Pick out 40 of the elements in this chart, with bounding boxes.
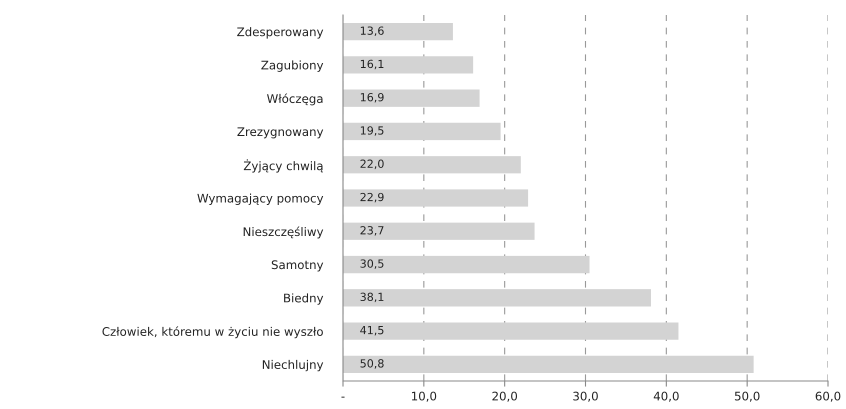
y-tick-label: Biedny (284, 293, 324, 305)
y-tick-label: Człowiek, któremu w życiu nie wyszło (102, 326, 323, 338)
y-tick-label: Samotny (272, 260, 324, 272)
data-label: 41,5 (360, 326, 384, 336)
data-label: 23,7 (360, 226, 384, 236)
x-tick-label: 60,0 (816, 392, 840, 402)
bar (343, 56, 474, 74)
x-tick-label: 50,0 (734, 392, 760, 402)
x-tick-label: - (341, 396, 345, 398)
x-tick-label: 10,0 (412, 392, 436, 402)
data-label: 19,5 (360, 126, 384, 136)
bar (343, 189, 528, 207)
x-tick-label: 40,0 (654, 392, 679, 402)
y-tick-label: Niechlujny (262, 360, 324, 372)
bar (343, 156, 521, 174)
y-tick-label: Zdesperowany (237, 27, 324, 39)
data-label: 16,1 (360, 60, 384, 70)
bar (343, 22, 453, 40)
data-label: 22,0 (360, 160, 384, 170)
y-tick-label: Żyjący chwilą (244, 159, 323, 173)
data-label: 22,9 (360, 192, 384, 202)
data-label: 38,1 (360, 292, 384, 302)
bar (343, 322, 678, 340)
bar (343, 90, 480, 107)
bar (343, 289, 651, 306)
y-tick-label: Włóczęga (267, 93, 322, 106)
bar (343, 122, 501, 140)
bar (343, 356, 754, 374)
data-label: 50,8 (360, 359, 384, 369)
y-tick-label: Wymagający pomocy (197, 194, 324, 205)
data-label: 16,9 (360, 93, 384, 103)
y-tick-label: Nieszczęśliwy (244, 226, 324, 238)
y-tick-label: Zrezygnowany (237, 127, 324, 138)
bar (343, 222, 535, 240)
x-tick-label: 20,0 (492, 392, 518, 402)
data-label: 30,5 (360, 259, 384, 269)
data-label: 13,6 (360, 26, 384, 36)
y-tick-label: Zagubiony (261, 60, 324, 72)
bar (343, 256, 590, 274)
x-tick-label: 30,0 (573, 392, 598, 402)
